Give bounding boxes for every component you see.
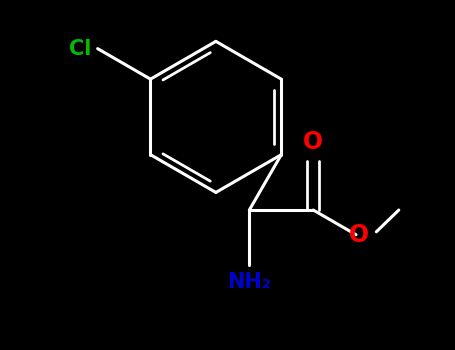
- Text: NH₂: NH₂: [228, 272, 271, 292]
- Text: O: O: [349, 223, 369, 247]
- Text: Cl: Cl: [70, 38, 92, 59]
- Text: O: O: [303, 130, 324, 154]
